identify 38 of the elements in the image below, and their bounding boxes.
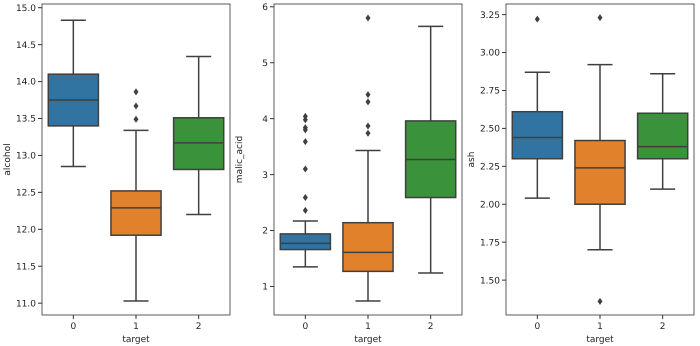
y-tick-label: 2.00 — [480, 200, 500, 210]
x-axis-title: target — [122, 335, 150, 345]
x-axis-title: target — [354, 335, 382, 345]
x-tick-label: 0 — [534, 322, 540, 332]
y-tick-label: 1 — [262, 282, 268, 293]
y-tick-label: 12.0 — [16, 225, 36, 236]
y-tick-label: 2.50 — [480, 124, 500, 135]
y-tick-label: 13.5 — [16, 114, 36, 125]
y-tick-label: 2.75 — [480, 86, 500, 97]
y-tick-label: 2 — [262, 226, 268, 237]
y-tick-label: 3 — [262, 170, 268, 181]
y-tick-label: 14.5 — [16, 40, 36, 51]
y-tick-label: 1.50 — [480, 276, 500, 286]
y-tick-label: 11.5 — [16, 262, 36, 272]
x-axis-title: target — [586, 335, 614, 345]
y-axis-title: ash — [467, 152, 477, 168]
y-tick-label: 2.25 — [480, 162, 500, 172]
x-tick-label: 2 — [428, 322, 434, 332]
y-tick-label: 14.0 — [16, 78, 36, 88]
y-tick-label: 12.5 — [16, 188, 36, 199]
x-tick-label: 2 — [660, 322, 666, 332]
y-tick-label: 15.0 — [16, 4, 36, 14]
y-tick-label: 3.00 — [480, 48, 500, 59]
x-tick-label: 0 — [70, 322, 76, 332]
y-tick-label: 3.25 — [480, 10, 500, 21]
y-tick-label: 11.0 — [16, 299, 36, 310]
x-tick-label: 1 — [133, 322, 139, 332]
y-axis-title: malic_acid — [235, 136, 245, 184]
y-tick-label: 4 — [262, 114, 268, 125]
y-tick-label: 13.0 — [16, 152, 36, 162]
y-tick-label: 1.75 — [480, 238, 500, 248]
x-tick-label: 2 — [196, 322, 202, 332]
x-tick-label: 0 — [302, 322, 308, 332]
x-tick-label: 1 — [597, 322, 603, 332]
y-tick-label: 6 — [262, 2, 268, 13]
y-axis-title: alcohol — [3, 143, 13, 176]
y-tick-label: 5 — [262, 58, 268, 69]
x-tick-label: 1 — [365, 322, 371, 332]
